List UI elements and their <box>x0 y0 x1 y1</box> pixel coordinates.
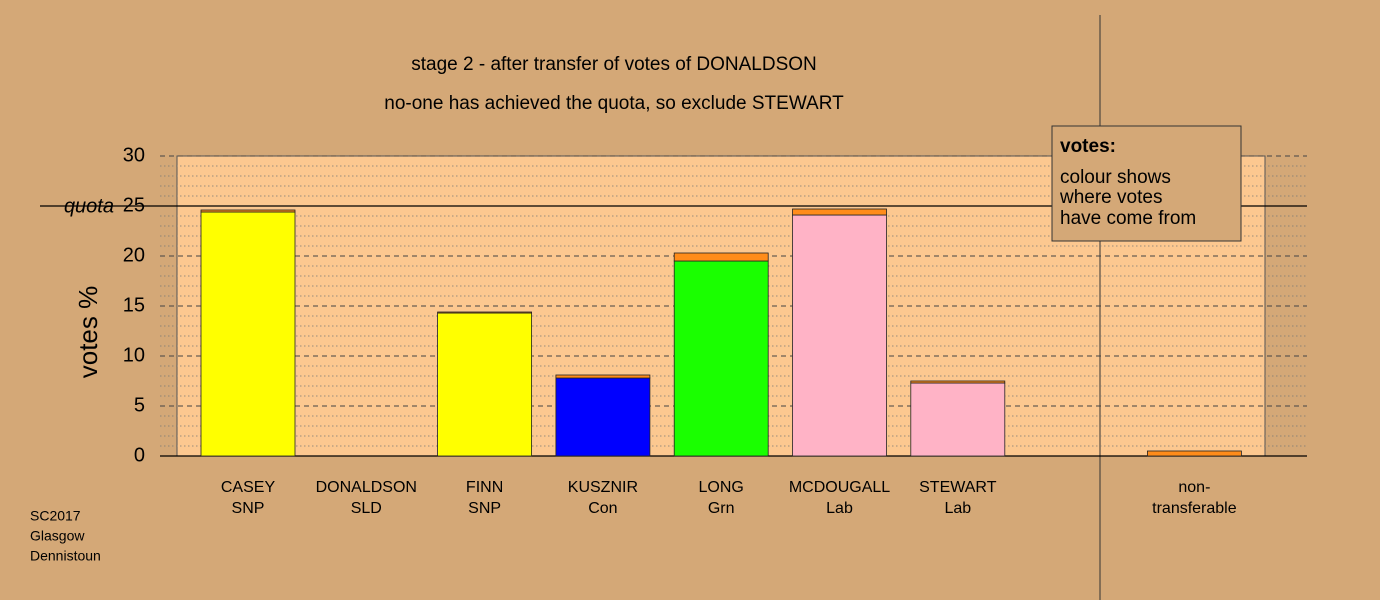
footer: SC2017 <box>30 508 81 524</box>
x-tick-label: transferable <box>1152 500 1237 517</box>
bar-segment <box>437 311 533 314</box>
x-tick-label: DONALDSON <box>316 479 417 496</box>
bar-segment <box>910 380 1006 384</box>
chart-title: stage 2 - after transfer of votes of DON… <box>411 54 817 75</box>
x-tick-label: Lab <box>944 500 971 517</box>
y-tick-label: 5 <box>134 394 145 416</box>
x-tick-label: FINN <box>466 479 503 496</box>
x-tick-label: SLD <box>351 500 382 517</box>
bar-segment <box>555 374 651 379</box>
y-tick-label: 20 <box>123 244 145 266</box>
chart-subtitle: no-one has achieved the quota, so exclud… <box>384 93 844 114</box>
legend-line: have come from <box>1060 208 1196 229</box>
legend: votes: colour shows where votes have com… <box>1051 125 1242 242</box>
bar-segment <box>437 312 533 457</box>
y-tick-label: 10 <box>123 344 145 366</box>
bar-segment <box>673 260 769 457</box>
x-tick-label: STEWART <box>919 479 997 496</box>
legend-line: where votes <box>1059 187 1162 208</box>
bar-segment <box>200 211 296 457</box>
bar-segment <box>1147 450 1242 457</box>
y-axis-label: votes % <box>73 286 103 379</box>
x-tick-label: KUSZNIR <box>568 479 638 496</box>
x-tick-label: CASEY <box>221 479 276 496</box>
bar-segment <box>555 377 651 457</box>
y-tick-label: 30 <box>123 144 145 166</box>
x-tick-label: Lab <box>826 500 853 517</box>
x-tick-label: Con <box>588 500 617 517</box>
footer: Glasgow <box>30 528 85 544</box>
bar-segment <box>792 214 887 457</box>
x-tick-label: Grn <box>708 500 735 517</box>
x-tick-label: MCDOUGALL <box>789 479 890 496</box>
bar-segment <box>673 252 769 262</box>
legend-line: colour shows <box>1060 167 1171 188</box>
y-tick-label: 15 <box>123 294 145 316</box>
bar-segment <box>910 382 1006 457</box>
bar-segment <box>792 208 887 216</box>
bar-segment <box>200 209 296 213</box>
y-tick-label: 25 <box>123 194 145 216</box>
footer: Dennistoun <box>30 548 101 564</box>
x-tick-label: non- <box>1178 479 1210 496</box>
quota-label: quota <box>64 195 114 217</box>
y-tick-label: 0 <box>134 444 145 466</box>
legend-box <box>1051 125 1242 242</box>
x-tick-label: SNP <box>468 500 501 517</box>
legend-title: votes: <box>1060 136 1116 157</box>
x-tick-label: SNP <box>232 500 265 517</box>
x-tick-label: LONG <box>699 479 744 496</box>
